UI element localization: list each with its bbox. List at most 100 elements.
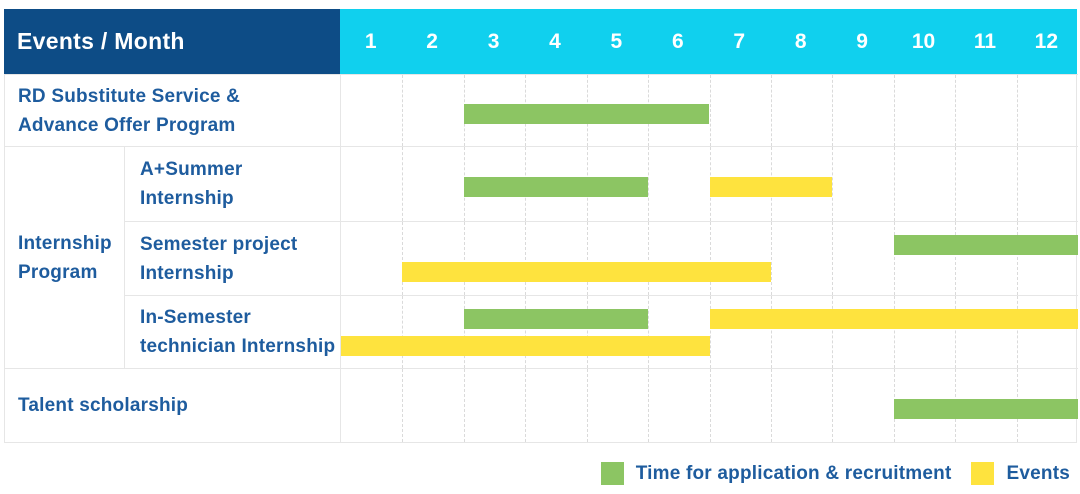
month-header-6: 6: [671, 29, 684, 53]
month-gridline: [832, 296, 834, 368]
legend-label: Time for application & recruitment: [635, 462, 952, 484]
month-gridline: [402, 296, 404, 368]
month-gridline: [709, 296, 711, 368]
row-timeline-a-plus-summer-internship: [341, 146, 1078, 221]
row-label-semester-project-internship: Semester project Internship: [125, 221, 341, 295]
legend-label: Events: [1006, 462, 1070, 484]
month-header-9: 9: [856, 29, 868, 53]
month-gridline: [586, 369, 588, 442]
month-gridline: [1016, 75, 1018, 146]
event-bar: [341, 336, 710, 356]
event-swatch-icon: [971, 462, 995, 485]
application-bar: [463, 177, 649, 197]
group-label-internship-program: Internship Program: [5, 146, 125, 368]
month-header-12: 12: [1034, 29, 1059, 53]
month-gridline: [955, 296, 957, 368]
row-timeline-talent-scholarship: [341, 368, 1078, 442]
month-header-row: 1 2 3 4 5 6 7 8 9 10 11 12: [340, 9, 1077, 74]
month-gridline: [402, 147, 404, 221]
month-gridline: [586, 222, 588, 295]
month-gridline: [709, 222, 711, 295]
month-gridline: [955, 75, 957, 146]
month-gridline: [525, 296, 527, 368]
month-gridline: [525, 369, 527, 442]
row-label-in-semester-technician-internship: In-Semester technician Internship: [125, 295, 341, 368]
legend: Time for application & recruitment Event…: [600, 462, 1070, 485]
row-label-line: In-Semester: [140, 307, 251, 328]
month-gridline: [1016, 222, 1018, 295]
month-gridline: [832, 222, 834, 295]
event-bar: [709, 177, 833, 197]
row-label-line: technician Internship: [140, 336, 336, 357]
row-label-line: Internship: [140, 262, 234, 284]
row-label-talent-scholarship: Talent scholarship: [5, 368, 341, 442]
month-gridline: [648, 222, 650, 295]
month-gridline: [709, 75, 711, 146]
month-gridline: [709, 369, 711, 442]
row-label-line: A+Summer: [140, 159, 243, 180]
month-header-11: 11: [973, 29, 997, 53]
month-gridline: [648, 296, 650, 368]
row-timeline-rd-substitute: [341, 74, 1078, 146]
application-bar: [463, 103, 710, 124]
month-gridline: [893, 222, 895, 295]
event-bar: [402, 262, 771, 282]
month-gridline: [770, 222, 772, 295]
month-gridline: [648, 369, 650, 442]
month-gridline: [1016, 147, 1018, 221]
row-timeline-in-semester-technician-internship: [341, 295, 1078, 368]
month-gridline: [955, 147, 957, 221]
month-gridline: [402, 369, 404, 442]
month-gridline: [893, 75, 895, 146]
legend-item-events: Events: [971, 462, 1070, 485]
table-header-row: Events / Month 1 2 3 4 5 6 7 8 9 10 11 12: [4, 9, 1077, 74]
application-bar: [893, 398, 1078, 419]
month-gridline: [463, 222, 465, 295]
application-bar: [893, 235, 1078, 255]
month-gridline: [770, 369, 772, 442]
legend-item-application: Time for application & recruitment: [600, 462, 952, 485]
table-title: Events / Month: [17, 28, 185, 54]
month-header-2: 2: [426, 29, 438, 53]
month-gridline: [832, 369, 834, 442]
row-label-rd-substitute: RD Substitute Service & Advance Offer Pr…: [5, 74, 341, 146]
month-gridline: [832, 75, 834, 146]
row-timeline-semester-project-internship: [341, 221, 1078, 295]
month-gridline: [893, 147, 895, 221]
month-header-1: 1: [364, 29, 377, 53]
application-bar: [463, 309, 649, 329]
month-gridline: [402, 222, 404, 295]
month-header-7: 7: [733, 29, 746, 53]
month-header-4: 4: [549, 29, 561, 53]
month-gridline: [832, 147, 834, 221]
group-label-line: Internship: [18, 232, 112, 254]
month-gridline: [463, 296, 465, 368]
month-gridline: [586, 296, 588, 368]
gantt-body: RD Substitute Service & Advance Offer Pr…: [4, 74, 1078, 443]
gantt-table: Events / Month 1 2 3 4 5 6 7 8 9 10 11 12 RD Substi…: [4, 9, 1078, 443]
row-label-line: Internship: [140, 188, 234, 209]
header-title-cell: Events / Month: [4, 9, 340, 74]
month-gridline: [770, 75, 772, 146]
row-label-line: RD Substitute Service &: [18, 85, 241, 107]
month-gridline: [955, 222, 957, 295]
row-label-a-plus-summer-internship: A+Summer Internship: [125, 146, 341, 221]
month-header-5: 5: [610, 29, 623, 53]
row-label-line: Talent scholarship: [18, 395, 189, 416]
month-gridline: [1016, 296, 1018, 368]
month-header-8: 8: [794, 29, 807, 53]
month-gridline: [770, 296, 772, 368]
month-header-3: 3: [487, 29, 500, 53]
event-bar: [709, 309, 1078, 329]
month-header-10: 10: [911, 29, 936, 53]
group-label-line: Program: [18, 261, 98, 283]
month-gridline: [648, 147, 650, 221]
row-label-line: Advance Offer Program: [18, 114, 236, 136]
month-gridline: [893, 296, 895, 368]
month-gridline: [463, 369, 465, 442]
month-gridline: [402, 75, 404, 146]
month-gridline: [525, 222, 527, 295]
row-label-line: Semester project: [140, 233, 298, 255]
application-swatch-icon: [600, 462, 624, 485]
